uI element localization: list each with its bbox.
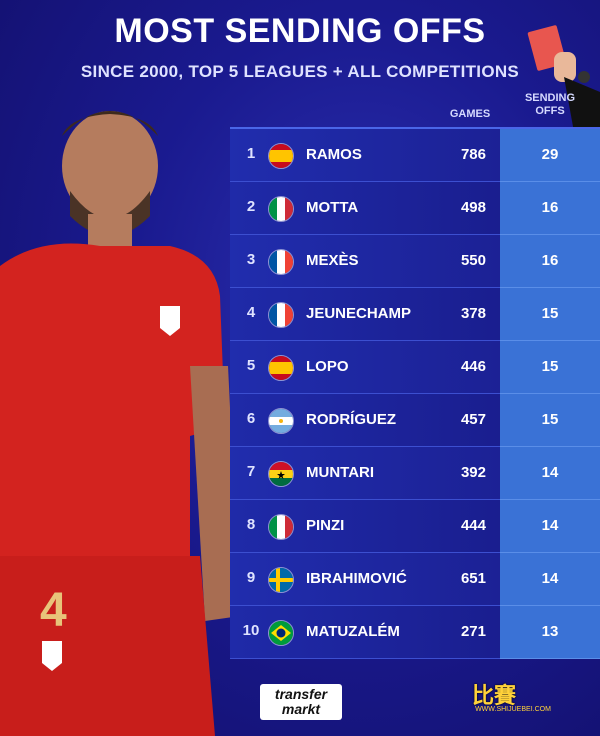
red-card-referee-image	[527, 25, 600, 132]
table-row: 7 MUNTARI 392 14	[230, 447, 600, 500]
games-value: 786	[460, 146, 486, 163]
table-row: 2 MOTTA 498 16	[230, 182, 600, 235]
player-name: MOTTA	[306, 199, 359, 216]
table-row: 9 IBRAHIMOVIĆ 651 14	[230, 553, 600, 606]
argentina-flag-icon	[268, 408, 294, 434]
games-value: 446	[460, 358, 486, 375]
games-value: 392	[460, 464, 486, 481]
table-row: 8 PINZI 444 14	[230, 500, 600, 553]
table-row: 3 MEXÈS 550 16	[230, 235, 600, 288]
table-row: 10 MATUZALÉM 271 13	[230, 606, 600, 659]
player-name: PINZI	[306, 517, 345, 534]
rank: 4	[246, 304, 256, 321]
sending-offs-value: 29	[541, 146, 559, 163]
sending-offs-value: 16	[541, 252, 559, 269]
games-value: 378	[460, 305, 486, 322]
watermark-url: WWW.SHIJUEBEI.COM	[475, 706, 551, 713]
watermark-logo: 比賽	[472, 684, 517, 709]
sending-offs-value: 15	[541, 305, 559, 322]
transfermarkt-logo: transfer markt	[260, 684, 342, 720]
table-row: 1 RAMOS 786 29	[230, 129, 600, 182]
rank: 10	[242, 622, 260, 639]
sending-offs-value: 14	[541, 464, 559, 481]
rank: 3	[246, 251, 256, 268]
rank: 9	[246, 569, 256, 586]
sending-offs-value: 13	[541, 623, 559, 640]
sending-offs-column-header: SENDING OFFS	[510, 92, 590, 118]
player-name: LOPO	[306, 358, 349, 375]
brazil-flag-icon	[268, 620, 294, 646]
sending-offs-header-line1: SENDING	[524, 92, 576, 104]
logo-line2: markt	[281, 701, 321, 717]
svg-text:4: 4	[40, 584, 67, 637]
france-flag-icon	[268, 249, 294, 275]
sending-offs-value: 15	[541, 358, 559, 375]
rank: 2	[246, 198, 256, 215]
player-name: JEUNECHAMP	[306, 305, 412, 322]
sending-offs-value: 14	[541, 570, 559, 587]
sending-offs-value: 15	[541, 411, 559, 428]
games-value: 550	[460, 252, 486, 269]
sending-offs-header-line2: OFFS	[535, 105, 565, 117]
france-flag-icon	[268, 302, 294, 328]
ghana-flag-icon	[268, 461, 294, 487]
rank: 1	[246, 145, 256, 162]
sending-offs-value: 16	[541, 199, 559, 216]
rank: 5	[246, 357, 256, 374]
player-name: RODRÍGUEZ	[306, 411, 396, 428]
games-value: 651	[460, 570, 486, 587]
table-row: 4 JEUNECHAMP 378 15	[230, 288, 600, 341]
rank: 7	[246, 463, 256, 480]
sending-offs-value: 14	[541, 517, 559, 534]
table-row: 6 RODRÍGUEZ 457 15	[230, 394, 600, 447]
rank: 6	[246, 410, 256, 427]
page-title: MOST SENDING OFFS	[114, 12, 486, 50]
player-name: MUNTARI	[306, 464, 375, 481]
games-column-header: GAMES	[449, 108, 491, 120]
player-name: MATUZALÉM	[306, 623, 400, 640]
player-image: 4	[0, 111, 240, 736]
page-subtitle: SINCE 2000, TOP 5 LEAGUES + ALL COMPETIT…	[80, 62, 520, 81]
sending-offs-table: 1 RAMOS 786 29 2 MOTTA 498 16 3 MEXÈS 55…	[230, 127, 600, 661]
games-value: 457	[460, 411, 486, 428]
player-name: IBRAHIMOVIĆ	[306, 570, 407, 587]
spain-flag-icon	[268, 143, 294, 169]
games-value: 498	[460, 199, 486, 216]
italy-flag-icon	[268, 196, 294, 222]
player-name: RAMOS	[306, 146, 362, 163]
games-value: 444	[460, 517, 486, 534]
table-row: 5 LOPO 446 15	[230, 341, 600, 394]
logo-line1: transfer	[274, 686, 328, 702]
italy-flag-icon	[268, 514, 294, 540]
spain-flag-icon	[268, 355, 294, 381]
rank: 8	[246, 516, 256, 533]
player-name: MEXÈS	[306, 252, 359, 269]
games-value: 271	[460, 623, 486, 640]
sweden-flag-icon	[268, 567, 294, 593]
